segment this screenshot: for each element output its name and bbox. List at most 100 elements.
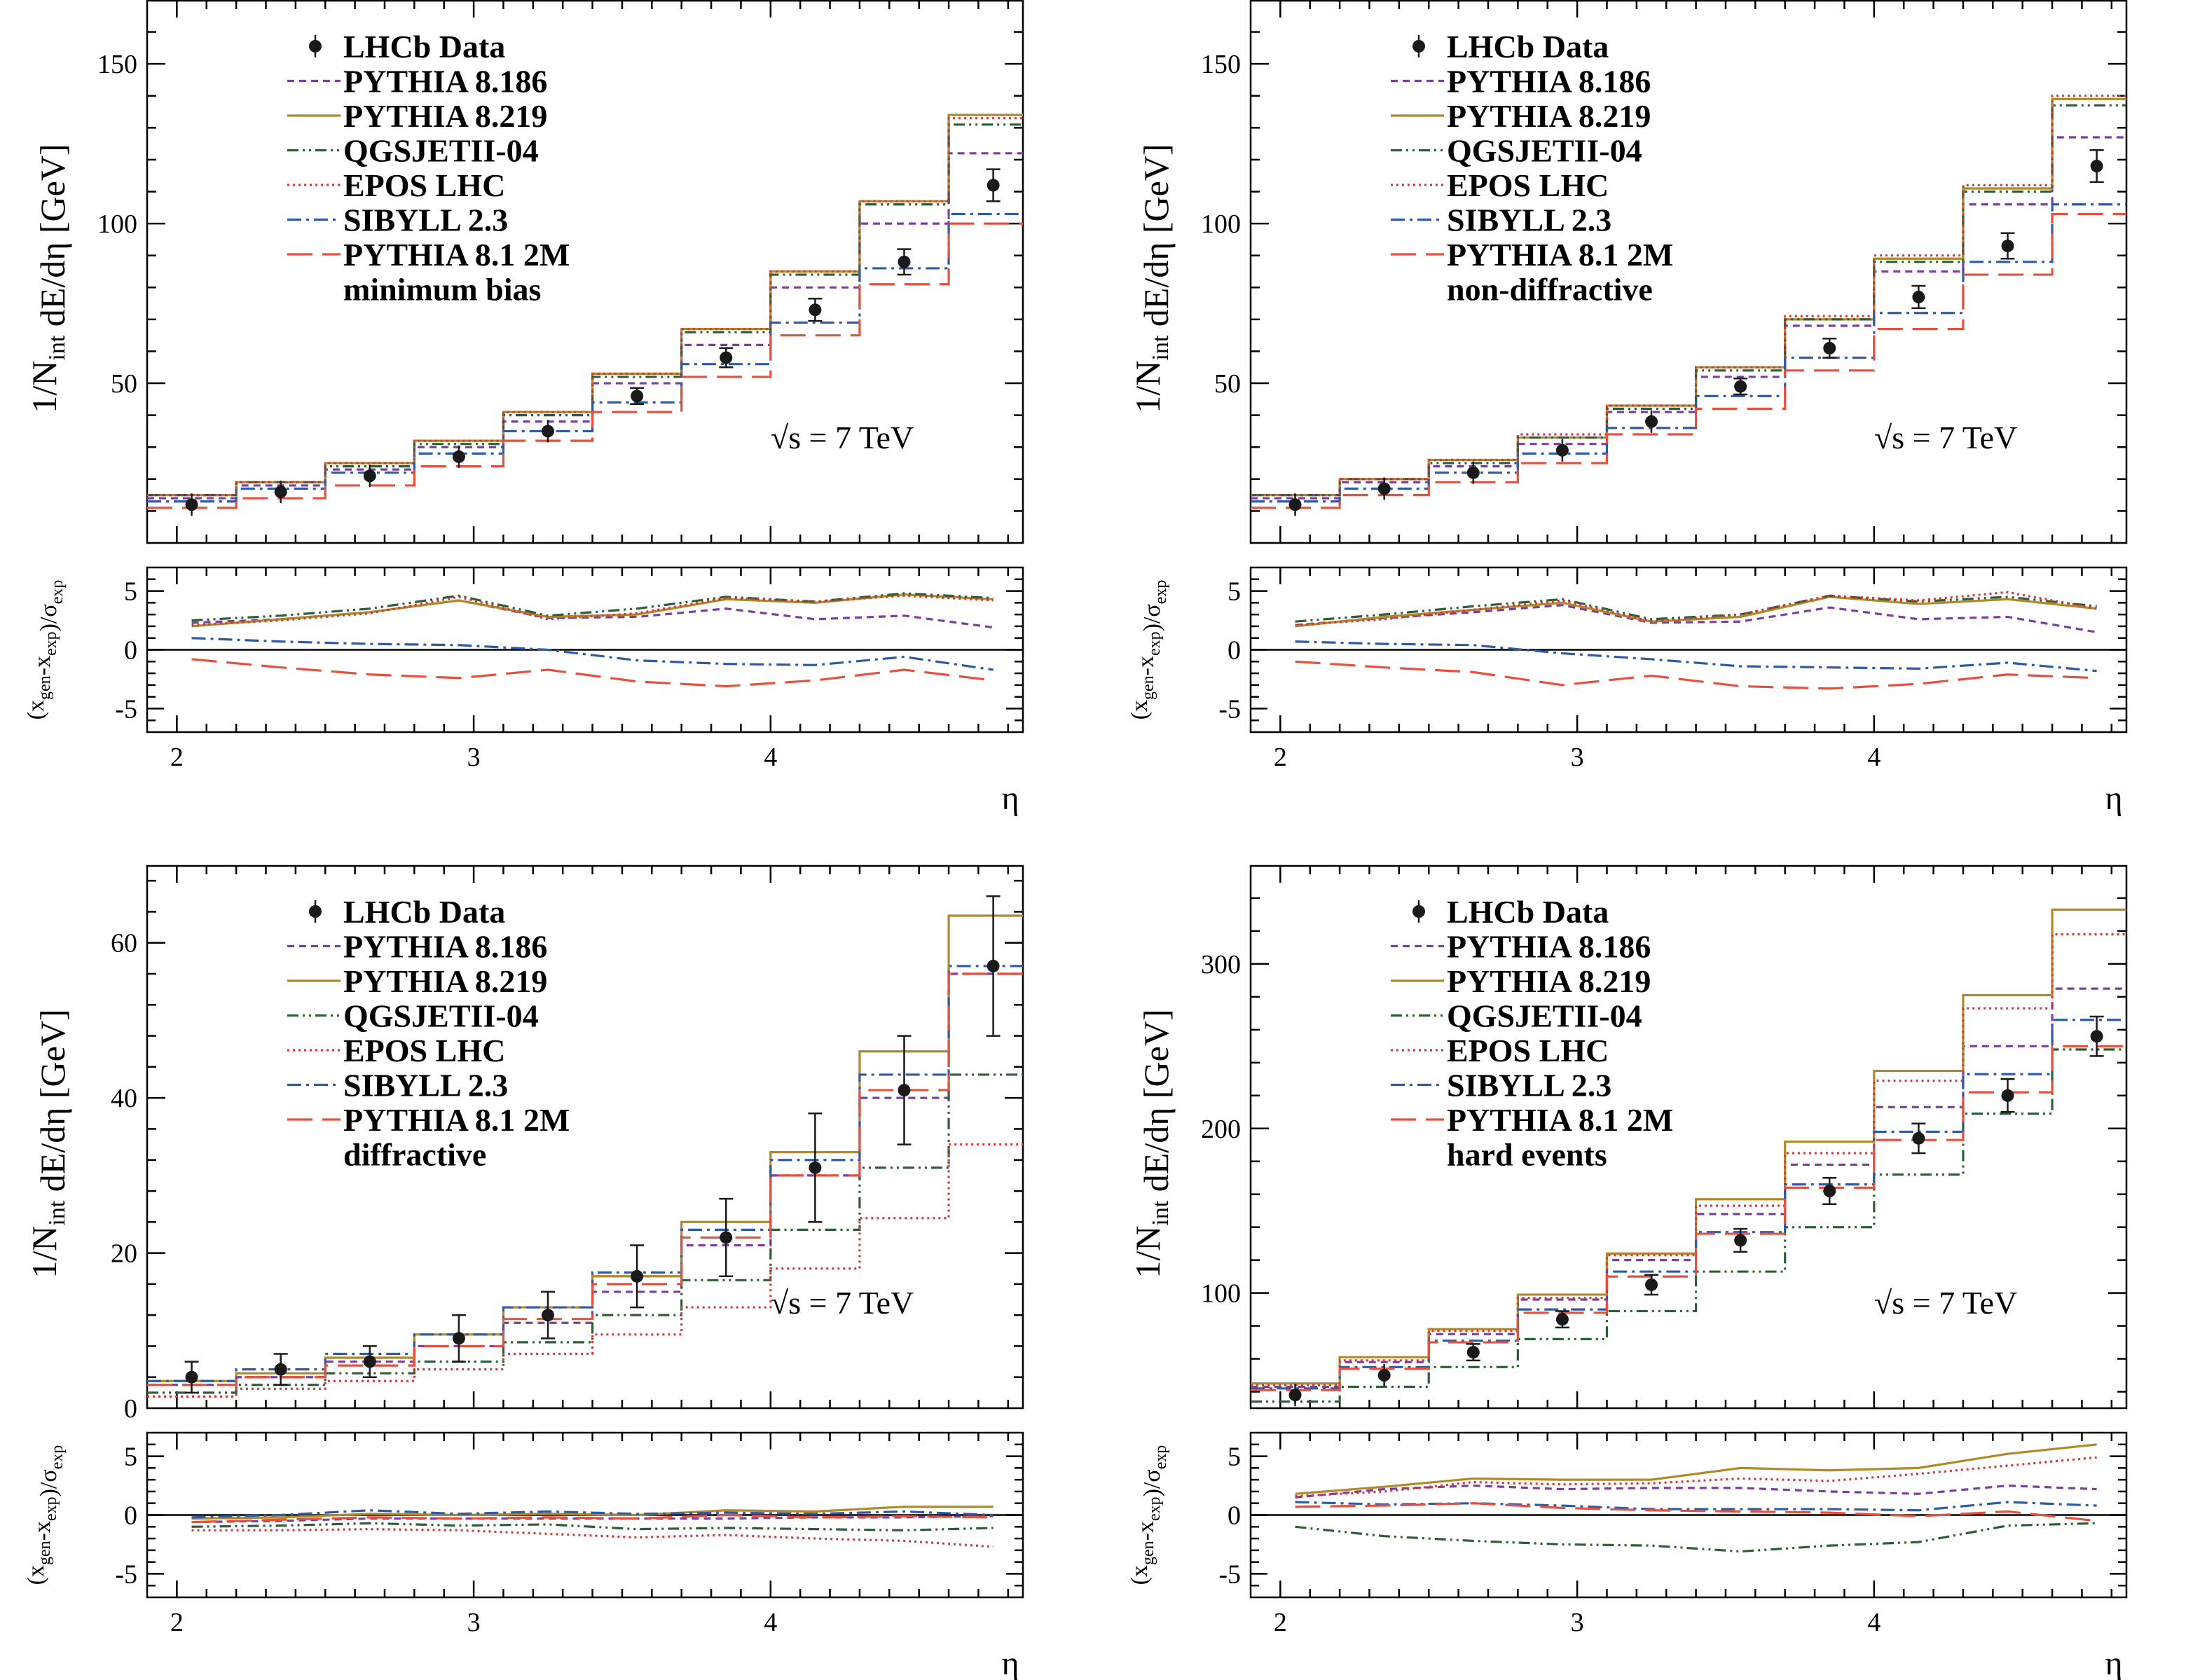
series-pythia-8-219 — [147, 113, 1023, 497]
legend-label: PYTHIA 8.1 2M — [343, 1102, 570, 1138]
x-axis-label: η — [2105, 1645, 2122, 1680]
ratio-y-axis-label: (xgen-xexp)/σexp — [23, 580, 67, 720]
legend-label: QGSJETII-04 — [1447, 998, 1642, 1034]
data-point — [363, 1355, 376, 1368]
data-point — [1645, 415, 1658, 428]
ratio-y-tick-label: 5 — [1228, 1443, 1241, 1472]
data-point — [809, 303, 822, 317]
data-point — [1288, 498, 1302, 511]
ratio-y-tick-label: -5 — [115, 694, 137, 724]
data-point — [898, 1084, 911, 1097]
ratio-qgsjetii-04 — [191, 592, 994, 622]
ratio-pythia-8-186 — [1295, 1484, 2097, 1499]
ratio-y-tick-label: 0 — [124, 1501, 137, 1531]
series-sibyll-2-3 — [147, 212, 1023, 503]
legend-label: EPOS LHC — [343, 167, 505, 203]
ratio-pythia-8-219 — [191, 593, 994, 628]
ratio-y-tick-label: 5 — [124, 1443, 137, 1472]
x-axis-label: η — [1001, 780, 1019, 817]
legend-label: EPOS LHC — [1447, 1033, 1609, 1068]
data-point — [452, 1332, 465, 1345]
ratio-pythia-8-1-2m — [191, 658, 994, 688]
data-point — [720, 351, 733, 364]
legend-label: SIBYLL 2.3 — [1447, 202, 1611, 238]
legend-label: SIBYLL 2.3 — [1447, 1068, 1611, 1103]
series-qgsjetii-04 — [147, 123, 1023, 497]
data-point — [1377, 482, 1391, 495]
x-tick-label: 3 — [1571, 743, 1584, 772]
data-point — [1823, 1185, 1836, 1197]
ratio-epos-lhc — [191, 594, 994, 626]
series-pythia-8-1-2m — [147, 222, 1023, 509]
legend-label: SIBYLL 2.3 — [343, 1068, 508, 1103]
legend-label: PYTHIA 8.1 2M — [1447, 237, 1673, 273]
data-point — [631, 1269, 644, 1283]
data-point — [1555, 1313, 1569, 1326]
histograms — [147, 914, 1023, 1398]
y-axis-label: 1/Nint dE/dη [GeV] — [25, 1009, 72, 1278]
legend-label: PYTHIA 8.1 2M — [1447, 1102, 1673, 1138]
data-point — [2090, 160, 2103, 173]
legend-label: PYTHIA 8.219 — [1447, 98, 1651, 134]
x-tick-label: 4 — [764, 1608, 777, 1637]
y-tick-label: 100 — [1201, 1279, 1241, 1309]
y-tick-label: 40 — [111, 1084, 137, 1113]
legend-category-label: hard events — [1447, 1137, 1607, 1173]
ratio-pythia-8-1-2m — [1295, 1502, 2097, 1522]
ratio-sibyll-2-3 — [1295, 1501, 2097, 1512]
ratio-epos-lhc — [1295, 1456, 2097, 1498]
data-point — [2001, 240, 2014, 253]
legend-label: QGSJETII-04 — [343, 133, 539, 169]
x-tick-label: 3 — [1571, 1608, 1584, 1637]
legend-label: PYTHIA 8.186 — [1447, 929, 1651, 965]
main-plot-frame — [1249, 0, 2128, 544]
series-epos-lhc — [1251, 95, 2126, 497]
legend-label: LHCb Data — [1447, 29, 1609, 64]
x-tick-label: 2 — [1274, 1608, 1287, 1637]
legend-label: PYTHIA 8.219 — [343, 98, 547, 134]
data-point — [1645, 1278, 1658, 1291]
data-points — [184, 895, 1001, 1394]
data-point — [1734, 380, 1747, 393]
y-tick-label: 50 — [1214, 369, 1241, 399]
y-tick-label: 50 — [111, 369, 137, 399]
data-point — [1912, 1131, 1925, 1145]
legend-label: SIBYLL 2.3 — [343, 202, 508, 238]
series-epos-lhc — [147, 1143, 1023, 1398]
data-point — [631, 390, 644, 403]
data-point — [1288, 1389, 1302, 1402]
data-points — [1288, 1015, 2104, 1407]
ratio-lines — [1295, 591, 2097, 690]
ratio-y-tick-label: -5 — [115, 1559, 137, 1589]
data-point — [1734, 1234, 1747, 1247]
legend-label: PYTHIA 8.186 — [343, 929, 547, 965]
series-sibyll-2-3 — [1251, 203, 2126, 503]
series-pythia-8-186 — [1251, 987, 2126, 1389]
data-point — [1555, 443, 1569, 457]
ratio-pythia-8-186 — [1295, 604, 2097, 633]
ratio-sibyll-2-3 — [191, 637, 994, 671]
ratio-pythia-8-219 — [191, 1506, 994, 1520]
ratio-pythia-8-1-2m — [191, 1513, 994, 1524]
data-point — [2090, 1030, 2103, 1043]
data-point — [1823, 341, 1836, 354]
series-pythia-8-1-2m — [147, 972, 1023, 1386]
x-tick-label: 2 — [170, 743, 184, 772]
y-axis-label: 1/Nint dE/dη [GeV] — [25, 144, 72, 413]
legend-label: LHCb Data — [343, 894, 505, 930]
data-point — [452, 450, 465, 463]
y-tick-label: 100 — [97, 209, 137, 239]
panel-hard-events: 2 3 4 η 100 200 300 -5 0 5 1/Nint dE/dη [GeV] (xgen… — [1127, 865, 2128, 1680]
data-point — [1466, 1346, 1480, 1359]
data-point — [2001, 1089, 2014, 1102]
ratio-y-tick-label: -5 — [1218, 1559, 1241, 1589]
ratio-qgsjetii-04 — [191, 1522, 994, 1531]
legend-label: PYTHIA 8.219 — [1447, 963, 1651, 999]
x-axis-label: η — [2105, 780, 2122, 817]
main-plot-frame — [1249, 865, 2128, 1410]
x-tick-label: 2 — [170, 1608, 184, 1637]
histograms — [147, 113, 1023, 509]
data-point — [542, 425, 555, 438]
